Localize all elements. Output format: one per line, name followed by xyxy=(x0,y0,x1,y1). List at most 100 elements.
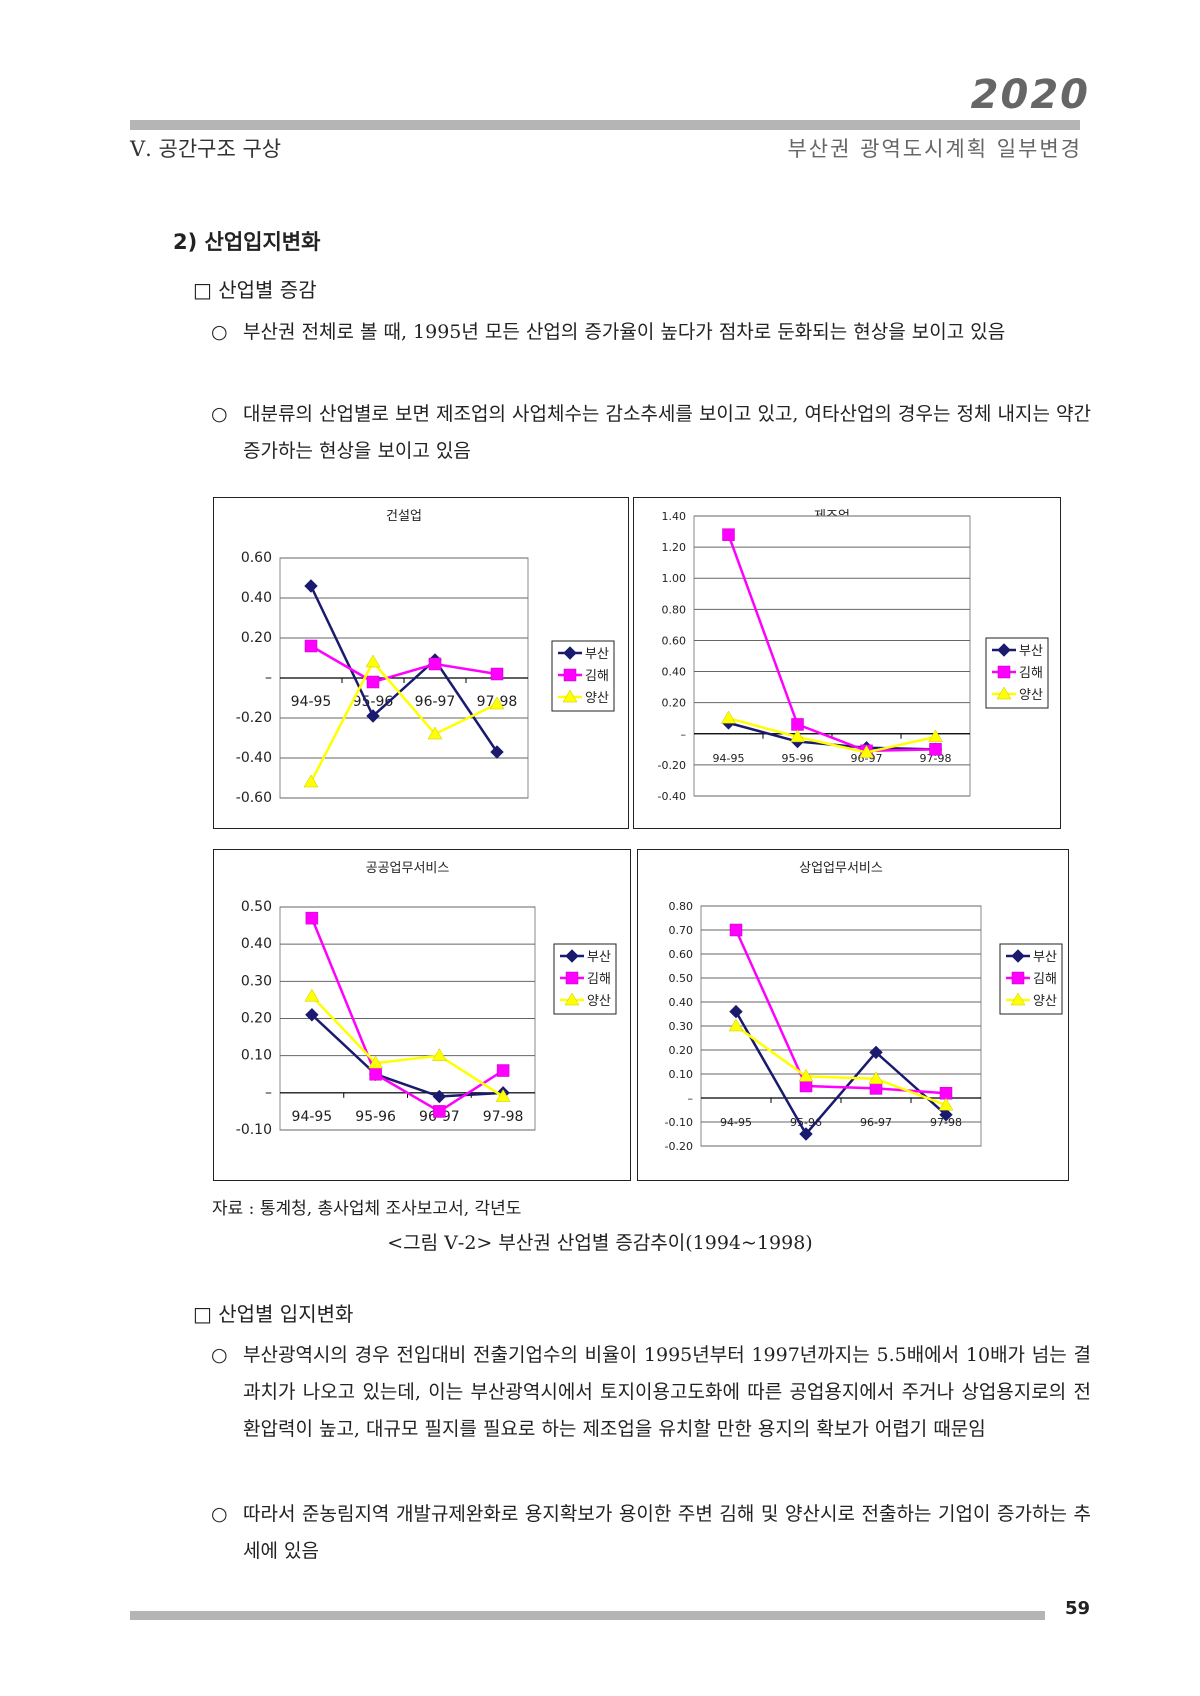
data-point xyxy=(303,774,319,788)
data-point xyxy=(433,1105,446,1118)
chart-construction: 건설업 0.60 0.40 0.20– -0.20 -0.40 -0.60 94-95 95-9… xyxy=(213,497,629,829)
data-point xyxy=(366,675,380,689)
y-tick-label: 0.50 xyxy=(669,972,694,985)
y-tick-label: 0.20 xyxy=(662,697,687,710)
y-tick-label: 0.70 xyxy=(669,924,694,937)
data-point xyxy=(868,1071,884,1085)
data-point xyxy=(938,1097,954,1111)
y-tick-label: – xyxy=(681,728,687,741)
series-line xyxy=(311,1013,504,1098)
chart-title: 상업업무서비스 xyxy=(799,861,883,876)
y-tick-label: -0.20 xyxy=(236,710,272,726)
footer-rule xyxy=(130,1611,1045,1620)
series-line xyxy=(310,917,504,1113)
legend-label: 김해 xyxy=(585,669,609,684)
y-tick-label: 0.10 xyxy=(669,1068,694,1081)
data-point xyxy=(305,1008,319,1022)
series-line xyxy=(309,585,499,753)
data-point xyxy=(495,1089,511,1102)
y-tick-label: – xyxy=(265,670,272,686)
x-tick-label: 94-95 xyxy=(291,694,332,710)
document-year: 2020 xyxy=(970,72,1090,118)
data-point xyxy=(790,729,805,743)
data-point xyxy=(939,1108,953,1122)
x-tick-label: 97-98 xyxy=(930,1116,962,1129)
legend-swatch-marker xyxy=(996,686,1012,700)
series-line xyxy=(728,717,936,754)
series-line xyxy=(727,534,936,753)
y-tick-label: 0.50 xyxy=(241,899,272,915)
y-tick-label: -0.60 xyxy=(236,790,272,806)
y-tick-label: 1.00 xyxy=(662,572,687,585)
paragraph-3: ○ 부산광역시의 경우 전입대비 전출기업수의 비율이 1995년부터 1997… xyxy=(211,1337,1091,1448)
x-tick-label: 96-97 xyxy=(415,694,456,710)
y-tick-label: – xyxy=(688,1092,694,1105)
x-tick-label: 96-97 xyxy=(860,1116,892,1129)
y-tick-label: 0.60 xyxy=(669,948,694,961)
legend-label: 김해 xyxy=(1033,972,1057,987)
legend-label: 부산 xyxy=(585,647,609,662)
plan-title: 부산권 광역도시계획 일부변경 xyxy=(787,137,1082,161)
paragraph-text: 부산광역시의 경우 전입대비 전출기업수의 비율이 1995년부터 1997년까… xyxy=(243,1344,1091,1440)
y-tick-label: 0.20 xyxy=(669,1044,694,1057)
legend-swatch-marker xyxy=(565,949,579,963)
y-tick-label: – xyxy=(265,1085,272,1101)
x-tick-label: 95-96 xyxy=(355,1109,396,1125)
legend-swatch-marker xyxy=(1011,949,1025,963)
data-point xyxy=(729,1004,743,1019)
x-tick-label: 97-98 xyxy=(483,1109,524,1125)
page-number: 59 xyxy=(1064,1598,1090,1619)
legend-swatch-marker xyxy=(1011,971,1025,985)
data-point xyxy=(928,729,943,743)
y-tick-label: 0.60 xyxy=(662,634,687,647)
y-tick-label: 0.60 xyxy=(241,550,272,566)
legend-swatch-marker xyxy=(562,689,578,703)
figure-caption: <그림 Ⅴ-2> 부산권 산업별 증감추이(1994~1998) xyxy=(387,1232,813,1254)
y-tick-label: 1.20 xyxy=(662,541,687,554)
legend-swatch-marker xyxy=(563,646,577,660)
data-point xyxy=(929,743,942,756)
legend-label: 양산 xyxy=(585,691,609,706)
data-point xyxy=(939,1086,953,1100)
y-tick-label: -0.40 xyxy=(236,750,272,766)
y-tick-label: 0.20 xyxy=(241,630,272,646)
series-line xyxy=(734,1010,947,1137)
data-point xyxy=(365,654,381,668)
topic-heading-location-change: □ 산업별 입지변화 xyxy=(193,1302,354,1326)
data-point xyxy=(721,710,736,724)
data-point xyxy=(729,923,743,937)
y-tick-label: 0.40 xyxy=(662,666,687,679)
y-tick-label: 0.30 xyxy=(241,973,272,989)
legend-label: 부산 xyxy=(587,950,611,965)
data-point xyxy=(490,745,504,759)
legend-swatch-marker xyxy=(997,665,1011,679)
legend-label: 부산 xyxy=(1033,950,1057,965)
y-tick-label: 0.20 xyxy=(241,1011,272,1027)
y-tick-label: 0.40 xyxy=(241,590,272,606)
chart-commercial-service-svg: 상업업무서비스 0.80 0.70 0.60 0.50 0.40 0.30 0.20 0.10 –… xyxy=(665,861,1063,1153)
header-rule xyxy=(130,120,1080,130)
figure-source: 자료 : 통계청, 총사업체 조사보고서, 각년도 xyxy=(212,1199,522,1219)
paragraph-1: ○ 부산권 전체로 볼 때, 1995년 모든 산업의 증가율이 높다가 점차로… xyxy=(211,314,1091,351)
chart-title: 건설업 xyxy=(386,509,422,524)
chart-commercial-service: 상업업무서비스 0.80 0.70 0.60 0.50 0.40 0.30 0.20 0.10 –… xyxy=(637,849,1069,1181)
y-tick-label: 0.40 xyxy=(241,936,272,952)
chart-public-service-svg: 공공업무서비스 0.50 0.40 0.30 0.20 0.10 – -0.10 94-95 95… xyxy=(236,861,617,1138)
series-line xyxy=(309,659,498,783)
data-point xyxy=(799,1127,813,1141)
legend-swatch-marker xyxy=(1010,992,1026,1006)
data-point xyxy=(869,1082,883,1095)
data-point xyxy=(304,988,320,1002)
bullet-marker: ○ xyxy=(211,321,228,343)
data-point xyxy=(728,1018,744,1032)
subsection-heading: 2) 산업입지변화 xyxy=(173,230,321,254)
legend-label: 부산 xyxy=(1019,644,1043,659)
bullet-marker: ○ xyxy=(211,403,228,425)
x-tick-label: 94-95 xyxy=(713,752,745,765)
bullet-marker: ○ xyxy=(211,1344,228,1366)
y-tick-label: 0.40 xyxy=(669,996,694,1009)
legend-swatch-marker xyxy=(565,971,579,985)
